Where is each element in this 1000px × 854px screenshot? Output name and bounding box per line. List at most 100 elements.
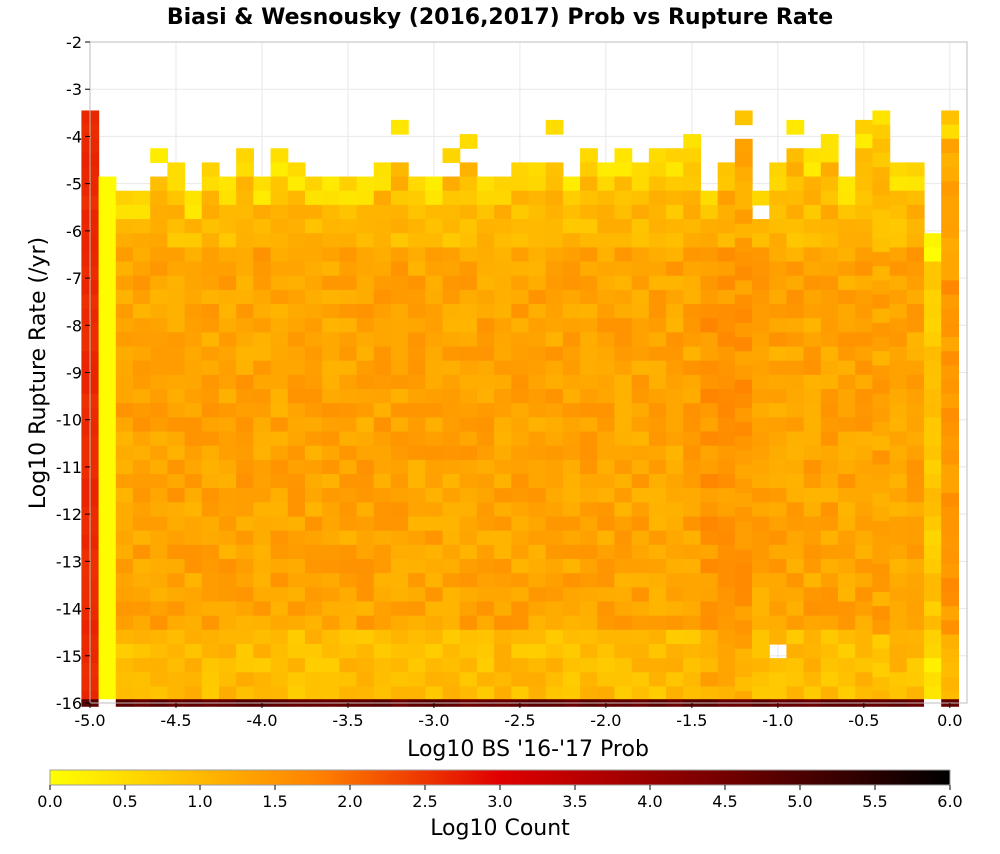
heatmap-cell [734, 492, 753, 508]
heatmap-cell [906, 176, 925, 192]
x-axis-label: Log10 BS '16-'17 Prob [407, 737, 649, 762]
heatmap-cell [236, 261, 254, 277]
heatmap-cell [98, 587, 117, 603]
heatmap-cell [700, 219, 719, 234]
heatmap-cell [717, 573, 736, 588]
heatmap-cell [304, 190, 323, 206]
heatmap-cell [941, 308, 960, 324]
heatmap-cell [872, 294, 891, 310]
heatmap-cell [614, 544, 633, 560]
heatmap-cell [511, 275, 530, 291]
heatmap-cell [580, 233, 598, 248]
heatmap-cell [924, 445, 942, 461]
heatmap-cell [614, 176, 633, 192]
heatmap-cell [356, 488, 375, 503]
heatmap-cell [201, 615, 220, 631]
heatmap-cell [132, 488, 151, 503]
heatmap-cell [494, 360, 512, 376]
heatmap-cell [889, 247, 908, 263]
heatmap-cell [562, 275, 581, 291]
heatmap-cell [408, 346, 426, 362]
heatmap-cell [356, 573, 375, 588]
heatmap-cell [408, 289, 426, 305]
heatmap-cell [786, 119, 805, 135]
heatmap-cell [614, 431, 633, 447]
heatmap-cell [786, 445, 805, 461]
heatmap-cell [769, 417, 788, 433]
heatmap-cell [339, 672, 358, 688]
heatmap-cell [322, 559, 340, 574]
heatmap-cell [889, 615, 908, 631]
heatmap-cell [769, 275, 788, 291]
heatmap-cell [820, 374, 839, 390]
heatmap-cell [442, 573, 461, 588]
heatmap-cell [150, 417, 168, 433]
heatmap-cell [322, 516, 340, 532]
heatmap-cell [906, 204, 925, 220]
heatmap-cell [820, 658, 839, 673]
heatmap-cell [700, 587, 719, 603]
heatmap-cell [236, 332, 254, 348]
heatmap-cell [339, 176, 358, 192]
heatmap-cell [373, 275, 392, 291]
heatmap-cell [167, 488, 186, 503]
heatmap-cell [287, 247, 306, 263]
heatmap-cell [924, 474, 942, 489]
heatmap-cell [562, 516, 581, 532]
heatmap-cell [270, 360, 289, 376]
heatmap-cell [924, 544, 942, 560]
heatmap-cell [838, 247, 856, 263]
heatmap-cell [270, 403, 289, 418]
heatmap-cell [906, 318, 925, 333]
heatmap-cell [425, 658, 444, 673]
heatmap-cell [494, 530, 512, 546]
heatmap-cell [683, 403, 702, 418]
heatmap-cell [425, 304, 444, 319]
heatmap-cell [803, 629, 822, 645]
heatmap-cell [734, 677, 753, 692]
heatmap-cell [494, 573, 512, 588]
heatmap-cell [201, 304, 220, 319]
heatmap-cell [631, 474, 650, 489]
heatmap-cell [459, 615, 478, 631]
y-axis-ticks: -2-3-4-5-6-7-8-9-10-11-12-13-14-15-16 [56, 33, 90, 713]
heatmap-cell [855, 346, 874, 362]
heatmap-cell [580, 204, 598, 220]
heatmap-cell [855, 318, 874, 333]
heatmap-cell [253, 204, 272, 220]
heatmap-cell [459, 134, 478, 149]
heatmap-cell [270, 629, 289, 645]
heatmap-cell [666, 601, 684, 617]
heatmap-cell [734, 266, 753, 282]
colorbar-tick-label: 2.0 [337, 792, 362, 811]
heatmap-cell [476, 219, 495, 234]
heatmap-cell [304, 601, 323, 617]
heatmap-cell [476, 601, 495, 617]
heatmap-cell [803, 360, 822, 376]
heatmap-cell [304, 474, 323, 489]
heatmap-cell [528, 219, 547, 234]
heatmap-cell [511, 459, 530, 475]
heatmap-cell [666, 275, 684, 291]
heatmap-cell [476, 275, 495, 291]
heatmap-cell [476, 445, 495, 461]
heatmap-cell [167, 176, 186, 192]
heatmap-cell [855, 658, 874, 673]
heatmap-cell [631, 559, 650, 574]
heatmap-cell [201, 431, 220, 447]
heatmap-cell [648, 374, 667, 390]
heatmap-cell [648, 389, 667, 404]
heatmap-cell [545, 530, 564, 546]
x-tick-label: 0.0 [937, 711, 962, 730]
heatmap-cell [373, 530, 392, 546]
heatmap-cell [459, 247, 478, 263]
heatmap-cell [373, 474, 392, 489]
heatmap-cell [855, 332, 874, 348]
heatmap-cell [769, 374, 788, 390]
heatmap-cell [287, 573, 306, 588]
heatmap-cell [700, 431, 719, 447]
heatmap-cell [390, 686, 409, 702]
heatmap-cell [752, 417, 770, 433]
heatmap-cell [408, 530, 426, 546]
heatmap-cell [889, 431, 908, 447]
